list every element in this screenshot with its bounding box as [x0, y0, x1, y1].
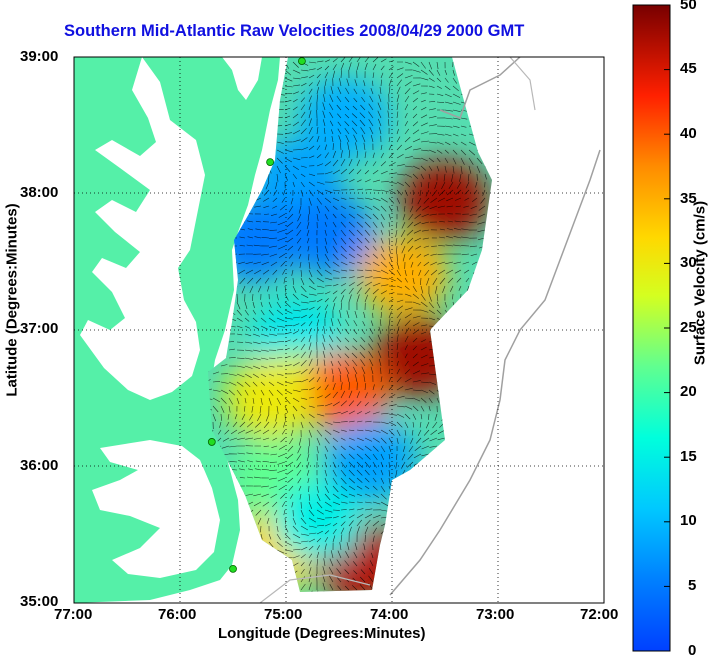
velocity-region-15: [272, 481, 363, 562]
colorbar-tick-label: 25: [680, 319, 697, 336]
colorbar-ticks: [664, 4, 670, 587]
velocity-region-3: [283, 194, 374, 275]
grid-lines: [74, 57, 604, 603]
colorbar-tick-label: 5: [688, 577, 697, 594]
colorbar-tick-label: 10: [680, 512, 697, 529]
velocity-region-4: [400, 160, 490, 241]
y-tick-label: 38:00: [20, 184, 59, 201]
bathymetry-contour-2: [259, 57, 536, 603]
radar-station-marker: [266, 158, 275, 167]
x-tick-label: 75:00: [264, 606, 303, 623]
radar-station-marker: [207, 438, 216, 446]
colorbar-tick-label: 15: [680, 448, 697, 465]
colorbar-label: Surface Velocity (cm/s): [691, 200, 709, 366]
velocity-region-5: [357, 235, 448, 316]
y-tick-label: 36:00: [20, 457, 59, 474]
y-tick-label: 35:00: [20, 593, 59, 610]
colorbar-tick-label: 30: [680, 254, 697, 271]
chesapeake-bay: [80, 57, 205, 400]
x-axis-label: Longitude (Degrees:Minutes): [218, 625, 426, 642]
y-tick-label: 37:00: [20, 320, 59, 337]
delaware-bay: [222, 57, 262, 100]
radar-station-marker: [297, 57, 306, 65]
x-tick-label: 77:00: [54, 606, 93, 623]
x-tick-label: 73:00: [476, 606, 515, 623]
colorbar-tick-label: 35: [680, 190, 697, 207]
colorbar-tick-label: 40: [680, 125, 697, 142]
x-tick-label: 76:00: [158, 606, 197, 623]
pamlico-sound: [92, 440, 220, 578]
bathymetry-contour: [389, 57, 601, 596]
plot-frame: [73, 56, 605, 604]
chart-title: Southern Mid-Atlantic Raw Velocities 200…: [64, 22, 525, 40]
x-tick-label: 74:00: [370, 606, 409, 623]
colorbar-tick-label: 0: [688, 642, 697, 659]
velocity-region-10: [225, 358, 316, 439]
x-tick-label: 72:00: [580, 606, 619, 623]
velocity-region-0: [299, 78, 390, 159]
radar-station-marker: [229, 564, 237, 573]
radar-stations: [207, 57, 306, 573]
colorbar-tick-label: 20: [680, 383, 697, 400]
y-axis-label: Latitude (Degrees:Minutes): [3, 203, 21, 397]
colorbar-tick-label: 50: [680, 0, 697, 13]
y-tick-label: 39:00: [20, 48, 59, 65]
colorbar-tick-label: 45: [680, 60, 697, 77]
